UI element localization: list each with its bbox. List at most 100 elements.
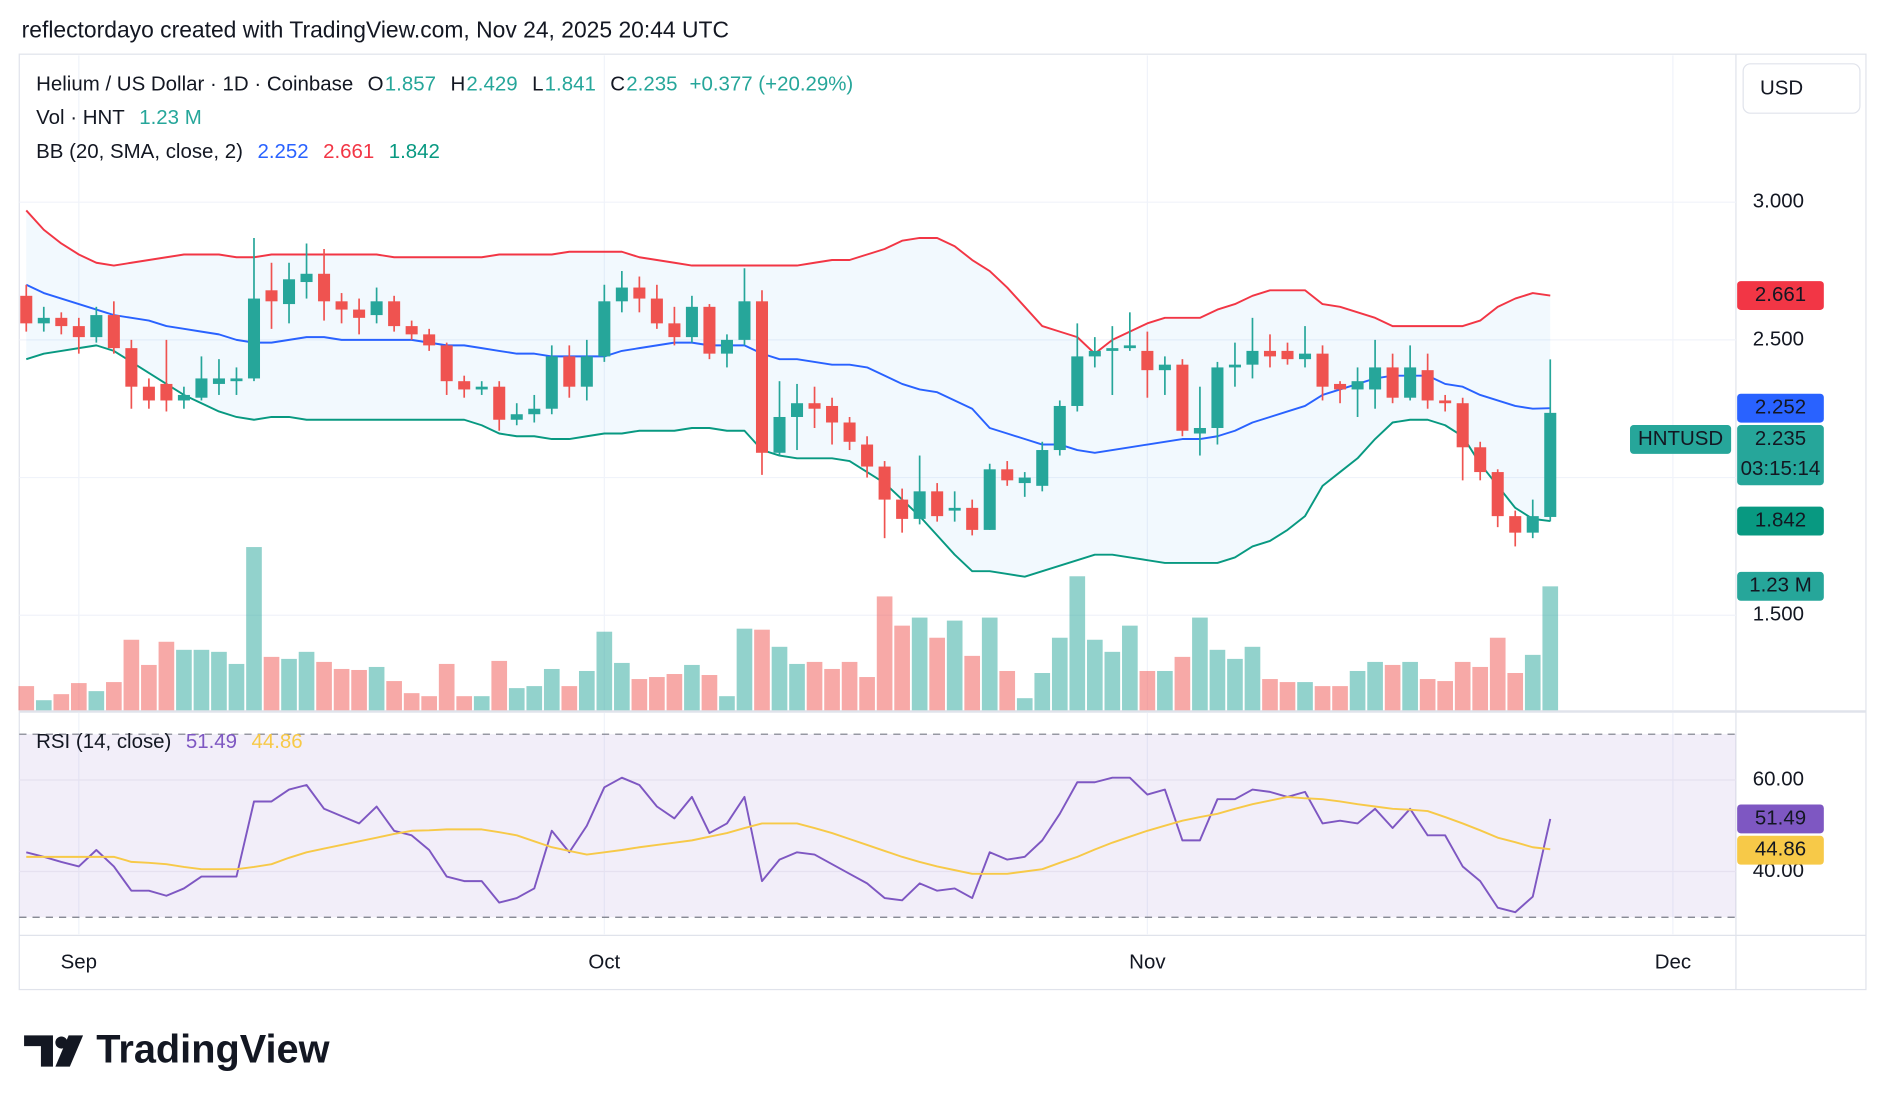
axis-badge-label: 2.252	[1755, 396, 1806, 419]
brand-name: TradingView	[96, 1028, 329, 1072]
volume-bar	[211, 651, 227, 711]
volume-bar	[228, 663, 245, 711]
candle-body	[510, 414, 523, 420]
bb-line	[25, 209, 1551, 355]
volume-bar	[1139, 670, 1156, 711]
axis-badge-label: 51.49	[1755, 806, 1806, 829]
volume-bar	[386, 681, 402, 711]
volume-bar	[246, 547, 262, 711]
candle-body	[1158, 364, 1171, 371]
candle-body	[1404, 367, 1417, 398]
candle-body	[1141, 350, 1154, 371]
axis-badge-label: 44.86	[1755, 838, 1806, 861]
candle-body	[931, 491, 944, 517]
legend-line: Vol · HNT 1.23 M	[36, 107, 202, 130]
legend-item: 2.429	[466, 73, 517, 96]
candle-body	[405, 326, 418, 335]
candle-body	[1281, 350, 1294, 360]
logo-slash	[55, 1035, 84, 1067]
volume-bar	[106, 682, 122, 711]
candle-body	[755, 301, 769, 453]
rsi-band-fill	[19, 734, 1736, 918]
currency-button[interactable]	[1742, 63, 1861, 114]
legend-item: 1.841	[545, 73, 596, 96]
candle-body	[826, 405, 839, 423]
volume-bar	[771, 646, 788, 711]
legend-item: L	[532, 73, 543, 96]
bb-fill	[26, 210, 1551, 577]
volume-bar	[1051, 637, 1068, 711]
volume-bar	[1262, 679, 1278, 711]
candle-body	[335, 301, 348, 310]
volume-bar	[1314, 686, 1331, 711]
chart-frame	[18, 53, 1867, 991]
symbol-label: HNTUSD	[1638, 427, 1723, 450]
currency-label[interactable]: USD	[1760, 77, 1803, 100]
candle-body	[966, 507, 979, 530]
candle-body	[1334, 383, 1347, 390]
candle-body	[107, 315, 120, 349]
legend-item: 2.252	[257, 140, 308, 163]
volume-bar	[1279, 682, 1296, 711]
candle-body	[580, 356, 593, 387]
volume-bar	[1332, 686, 1348, 711]
volume-bar	[1297, 682, 1313, 711]
volume-bar	[876, 596, 893, 711]
brand-logo	[24, 1035, 84, 1067]
volume-bar	[578, 670, 595, 711]
y-tick-label: 1.500	[1753, 603, 1804, 626]
volume-bar	[333, 668, 350, 711]
candle-body	[720, 339, 733, 354]
axis-badge	[1737, 804, 1824, 834]
volume-bar	[754, 629, 770, 711]
candle-body	[1018, 477, 1031, 484]
volume-bar	[999, 670, 1016, 711]
legend-item: 1.23 M	[139, 107, 202, 130]
volume-bar	[1507, 673, 1524, 711]
candle-body	[1526, 516, 1539, 533]
volume-bar	[1069, 576, 1086, 711]
legend-item: 1.842	[389, 140, 440, 163]
rsi-tick-label: 60.00	[1753, 767, 1804, 790]
candle-body	[983, 469, 996, 530]
candle-body	[878, 466, 891, 500]
volume-bar	[35, 700, 52, 711]
candle-body	[685, 306, 698, 338]
legend-item: H	[450, 73, 465, 96]
candle-body	[1421, 370, 1434, 401]
candle-body	[1053, 405, 1066, 451]
volume-bar	[1454, 661, 1471, 711]
volume-bar	[1086, 639, 1103, 711]
legend-item: 44.86	[251, 730, 302, 753]
volume-bar	[88, 691, 105, 711]
volume-bar	[526, 686, 543, 711]
volume-bar	[18, 686, 35, 711]
bb-line	[25, 344, 1551, 578]
candle-body	[1246, 350, 1259, 365]
candle-body	[1071, 356, 1084, 406]
volume-bar	[1542, 586, 1559, 711]
volume-bar	[719, 696, 735, 711]
rsi-line	[26, 776, 1552, 914]
legend-item: RSI (14, close)	[36, 730, 171, 753]
candle-body	[1474, 447, 1487, 473]
candle-body	[598, 301, 611, 357]
volume-bar	[456, 696, 473, 711]
volume-bar	[141, 664, 157, 711]
candle-body	[773, 416, 786, 453]
volume-bar	[263, 656, 280, 711]
candle-body	[703, 306, 716, 354]
candle-body	[1263, 350, 1277, 357]
candle-body	[1193, 428, 1206, 434]
axis-badge	[1737, 393, 1824, 423]
legend-item: 2.235	[626, 73, 677, 96]
volume-bar	[438, 663, 455, 711]
candle-body	[195, 378, 208, 398]
axis-badge-label: 1.842	[1755, 508, 1806, 531]
candle-body	[738, 301, 751, 340]
candle-body	[125, 348, 138, 387]
candle-body	[370, 301, 383, 316]
legend-item: 51.49	[186, 730, 237, 753]
candle-body	[230, 378, 243, 382]
volume-bar	[1104, 651, 1121, 711]
